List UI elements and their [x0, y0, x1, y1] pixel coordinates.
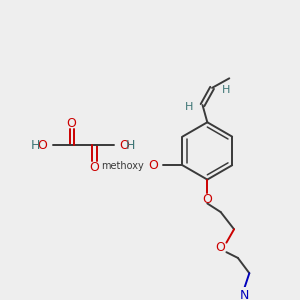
Text: O: O	[119, 139, 129, 152]
Text: O: O	[202, 193, 212, 206]
Text: O: O	[37, 139, 47, 152]
Text: H: H	[222, 85, 230, 95]
Text: N: N	[240, 289, 249, 300]
Text: methoxy: methoxy	[101, 161, 144, 171]
Text: O: O	[216, 241, 226, 254]
Text: H: H	[126, 139, 136, 152]
Text: O: O	[90, 161, 100, 174]
Text: O: O	[148, 159, 158, 172]
Text: H: H	[184, 102, 193, 112]
Text: H: H	[31, 139, 40, 152]
Text: O: O	[67, 117, 76, 130]
